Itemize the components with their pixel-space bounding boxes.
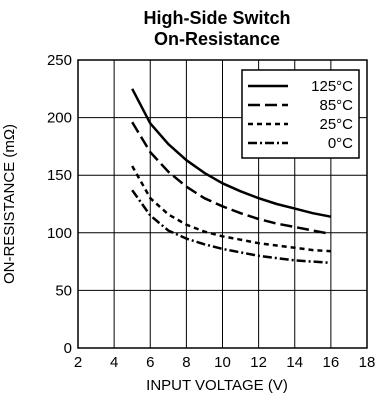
plot-area: 2 4 6 8 10 12 14 16 18 0 50 100 150 200 250 125°C 85°C 25… <box>47 52 375 371</box>
x-tick-label-3: 8 <box>182 354 190 371</box>
y-axis-label: ON-RESISTANCE (mΩ) <box>1 124 18 284</box>
x-tick-label-8: 18 <box>359 354 376 371</box>
legend-label-0: 125°C <box>311 78 353 95</box>
y-tick-label-1: 50 <box>55 282 72 299</box>
plot-frame <box>77 59 368 349</box>
legend-label-1: 85°C <box>319 97 353 114</box>
x-tick-label-4: 10 <box>214 354 231 371</box>
x-tick-label-6: 14 <box>286 354 303 371</box>
series-line-3 <box>131 189 331 265</box>
legend-label-3: 0°C <box>328 135 353 152</box>
x-tick-label-5: 12 <box>250 354 267 371</box>
chart-title-line-2: On-Resistance <box>154 29 280 49</box>
y-tick-label-0: 0 <box>64 340 72 357</box>
y-tick-label-3: 150 <box>47 167 72 184</box>
x-tick-label-7: 16 <box>323 354 340 371</box>
series-line-1 <box>131 121 332 236</box>
y-tick-label-2: 100 <box>47 225 72 242</box>
series-line-2 <box>131 165 331 253</box>
y-tick-label-5: 250 <box>47 52 72 69</box>
x-tick-label-1: 4 <box>110 354 118 371</box>
x-tick-label-0: 2 <box>74 354 82 371</box>
series-line-0 <box>131 88 332 218</box>
x-axis-label: INPUT VOLTAGE (V) <box>146 377 288 394</box>
legend-label-2: 25°C <box>319 116 353 133</box>
chart-title-line-1: High-Side Switch <box>143 8 290 28</box>
y-tick-label-4: 200 <box>47 110 72 127</box>
x-tick-label-2: 6 <box>146 354 154 371</box>
